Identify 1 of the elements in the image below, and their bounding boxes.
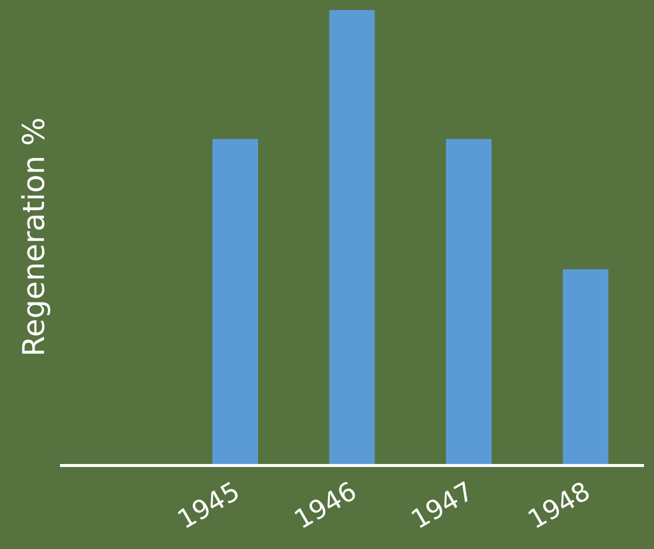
- y-axis-title: Regeneration %: [17, 117, 52, 357]
